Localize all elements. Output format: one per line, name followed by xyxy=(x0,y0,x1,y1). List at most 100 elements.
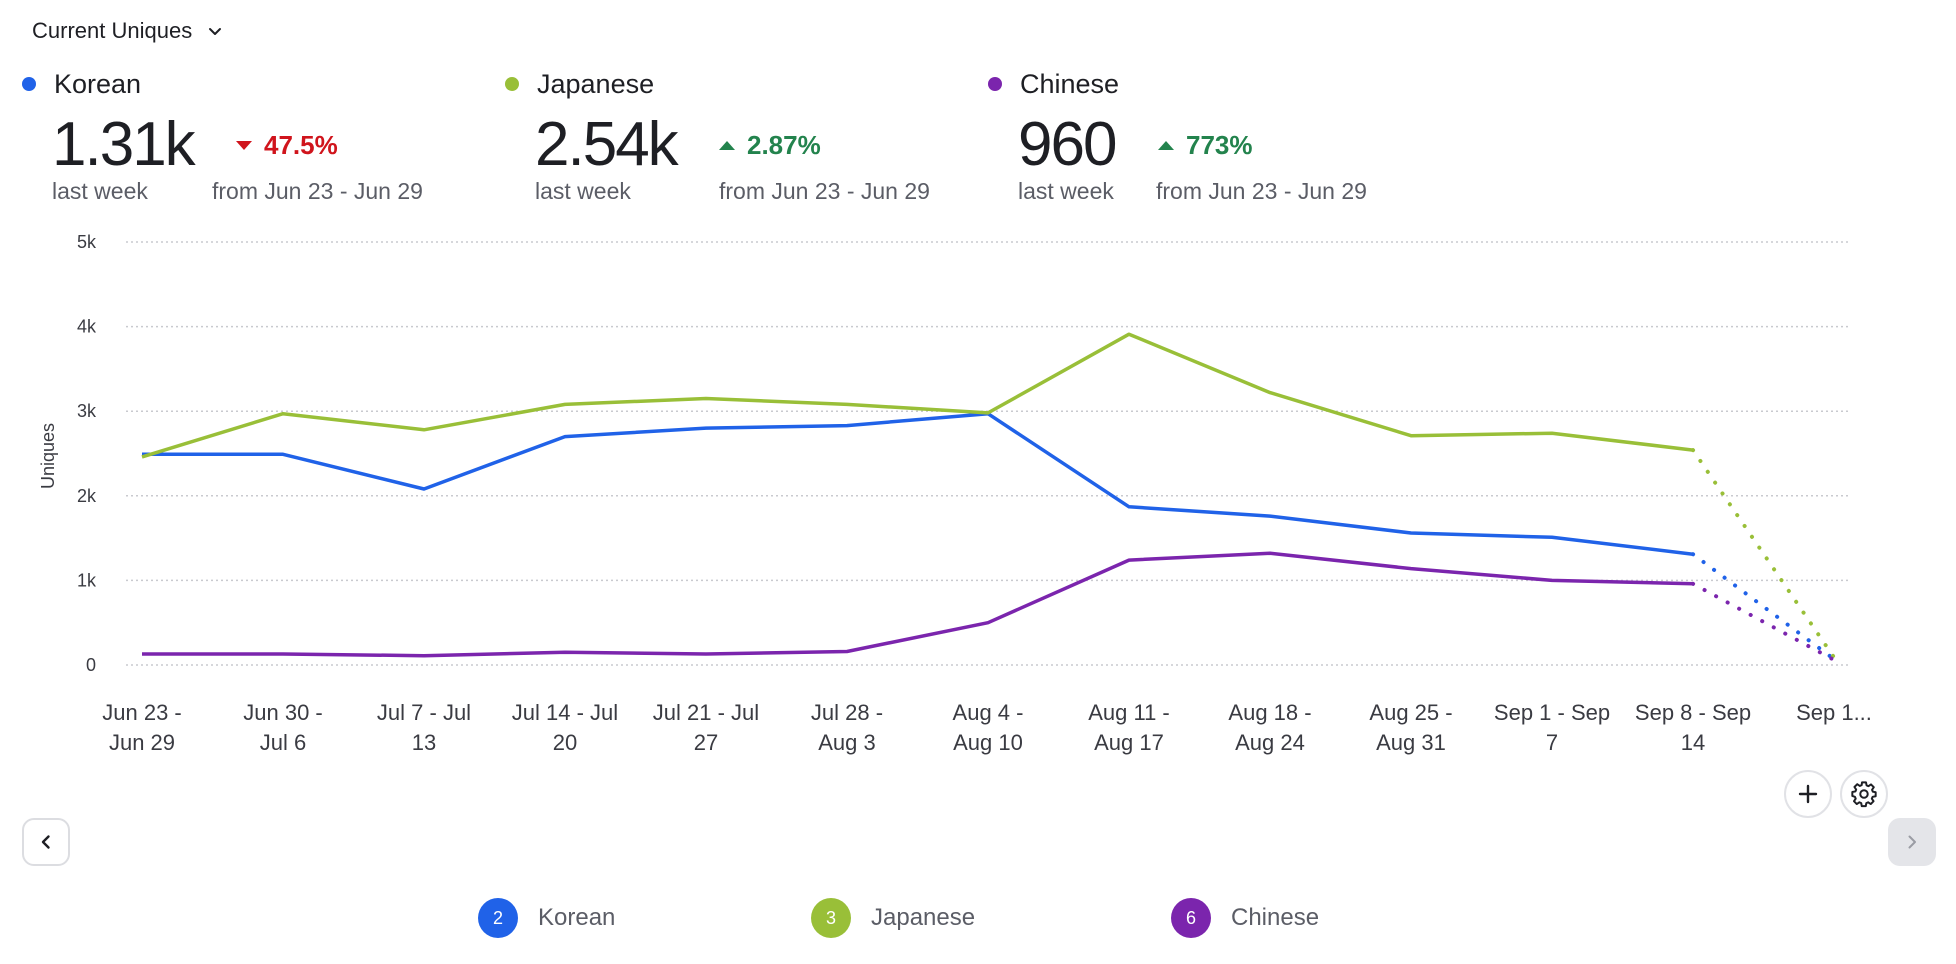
data-point-chinese[interactable] xyxy=(1264,547,1276,559)
plus-icon xyxy=(1798,784,1818,804)
y-tick-label: 0 xyxy=(86,655,96,675)
chevron-down-icon xyxy=(209,28,222,35)
series-lines xyxy=(136,328,1840,666)
triangle-down-icon xyxy=(236,140,252,150)
triangle-up-icon xyxy=(719,140,735,150)
metric-selector-dropdown[interactable]: Current Uniques xyxy=(32,18,224,44)
series-line-korean[interactable] xyxy=(142,411,1694,556)
y-tick-label: 4k xyxy=(77,317,97,337)
data-point-chinese[interactable] xyxy=(1828,654,1840,666)
next-button[interactable] xyxy=(1888,818,1936,866)
data-point-japanese[interactable] xyxy=(982,407,994,419)
x-tick-label: Aug 25 -Aug 31 xyxy=(1369,700,1452,755)
y-tick-label: 5k xyxy=(77,232,97,252)
data-point-korean[interactable] xyxy=(700,422,712,434)
data-point-japanese[interactable] xyxy=(1546,427,1558,439)
triangle-up-icon xyxy=(1158,140,1174,150)
data-point-japanese[interactable] xyxy=(136,451,148,463)
series-color-dot xyxy=(505,77,519,91)
data-point-chinese[interactable] xyxy=(1687,578,1699,590)
data-point-korean[interactable] xyxy=(418,483,430,495)
x-tick-label: Jun 30 -Jul 6 xyxy=(243,700,323,755)
legend-label: Chinese xyxy=(1231,904,1320,931)
data-point-japanese[interactable] xyxy=(418,424,430,436)
current-value: 1.31k xyxy=(52,110,196,179)
metric-selector-label: Current Uniques xyxy=(32,18,193,43)
x-tick-label: Aug 11 -Aug 17 xyxy=(1088,700,1170,755)
legend-item-korean[interactable]: 2 Korean xyxy=(478,896,615,940)
x-tick-label: Sep 8 - Sep 14 xyxy=(1635,700,1751,755)
x-tick-label: Jul 28 -Aug 3 xyxy=(811,700,883,755)
comparison-label: from Jun 23 - Jun 29 xyxy=(719,178,930,204)
data-point-japanese[interactable] xyxy=(1264,387,1276,399)
previous-button[interactable] xyxy=(22,818,70,866)
change-indicator: 773% xyxy=(1158,130,1253,161)
data-point-korean[interactable] xyxy=(559,431,571,443)
legend-item-chinese[interactable]: 6 Chinese xyxy=(1171,896,1319,940)
series-line-chinese[interactable] xyxy=(142,551,1694,658)
x-tick-label: Sep 1... xyxy=(1796,700,1872,725)
series-color-dot xyxy=(22,77,36,91)
data-point-japanese[interactable] xyxy=(700,393,712,405)
chevron-right-icon xyxy=(1908,835,1916,849)
change-percent: 2.87% xyxy=(747,129,821,160)
summary-card-korean: Korean 1.31k 47.5% last week from Jun 23… xyxy=(22,64,423,205)
data-point-chinese[interactable] xyxy=(418,650,430,662)
data-point-korean[interactable] xyxy=(1405,527,1417,539)
legend-item-japanese[interactable]: 3 Japanese xyxy=(811,896,975,940)
x-tick-label: Jul 7 - Jul 13 xyxy=(377,700,471,755)
x-tick-label: Jul 21 - Jul 27 xyxy=(653,700,759,755)
current-value: 960 xyxy=(1018,110,1117,179)
legend-index-badge: 3 xyxy=(811,898,851,938)
series-name: Korean xyxy=(54,68,142,99)
series-line-chinese-incomplete[interactable] xyxy=(1691,581,1836,662)
data-point-japanese[interactable] xyxy=(1405,430,1417,442)
data-point-chinese[interactable] xyxy=(841,645,853,657)
data-point-korean[interactable] xyxy=(1264,510,1276,522)
x-tick-label: Sep 1 - Sep 7 xyxy=(1494,700,1610,755)
data-point-korean[interactable] xyxy=(1123,501,1135,513)
add-button[interactable] xyxy=(1784,770,1832,818)
data-point-japanese[interactable] xyxy=(841,398,853,410)
current-value: 2.54k xyxy=(535,110,679,179)
x-tick-label: Jun 23 -Jun 29 xyxy=(102,700,182,755)
change-percent: 47.5% xyxy=(264,129,338,160)
legend-index-badge: 2 xyxy=(478,898,518,938)
data-point-chinese[interactable] xyxy=(1546,574,1558,586)
line-chart[interactable]: 0 1k 2k 3k 4k 5k Uniques Jun 23 -Jun 29 Jun 30… xyxy=(0,220,1956,760)
x-tick-label: Jul 14 - Jul 20 xyxy=(512,700,618,755)
change-indicator: 47.5% xyxy=(236,130,338,161)
series-name: Chinese xyxy=(1020,68,1120,99)
data-point-japanese[interactable] xyxy=(277,408,289,420)
data-point-japanese[interactable] xyxy=(559,398,571,410)
data-point-korean[interactable] xyxy=(841,420,853,432)
data-point-chinese[interactable] xyxy=(559,646,571,658)
y-tick-label: 1k xyxy=(77,570,97,590)
comparison-label: from Jun 23 - Jun 29 xyxy=(1156,178,1367,204)
data-point-korean[interactable] xyxy=(1687,548,1699,560)
series-line-japanese-incomplete[interactable] xyxy=(1691,448,1836,660)
legend-index-badge: 6 xyxy=(1171,898,1211,938)
data-point-korean[interactable] xyxy=(1546,531,1558,543)
data-point-chinese[interactable] xyxy=(1123,554,1135,566)
data-point-japanese[interactable] xyxy=(1123,328,1135,340)
change-percent: 773% xyxy=(1186,129,1253,160)
data-point-chinese[interactable] xyxy=(136,648,148,660)
series-color-dot xyxy=(988,77,1002,91)
data-point-chinese[interactable] xyxy=(1405,563,1417,575)
change-indicator: 2.87% xyxy=(719,130,821,161)
data-point-japanese[interactable] xyxy=(1687,444,1699,456)
legend-label: Japanese xyxy=(871,904,976,931)
y-axis-ticks: 0 1k 2k 3k 4k 5k xyxy=(77,232,97,675)
period-label: last week xyxy=(535,178,631,204)
data-point-korean[interactable] xyxy=(277,448,289,460)
data-point-chinese[interactable] xyxy=(982,617,994,629)
gear-icon xyxy=(1851,781,1877,808)
series-line-korean-incomplete[interactable] xyxy=(1691,552,1836,662)
series-line-japanese[interactable] xyxy=(141,332,1694,459)
x-tick-label: Aug 18 -Aug 24 xyxy=(1228,700,1311,755)
data-point-chinese[interactable] xyxy=(277,648,289,660)
y-tick-label: 2k xyxy=(77,486,97,506)
settings-button[interactable] xyxy=(1840,770,1888,818)
data-point-chinese[interactable] xyxy=(700,648,712,660)
